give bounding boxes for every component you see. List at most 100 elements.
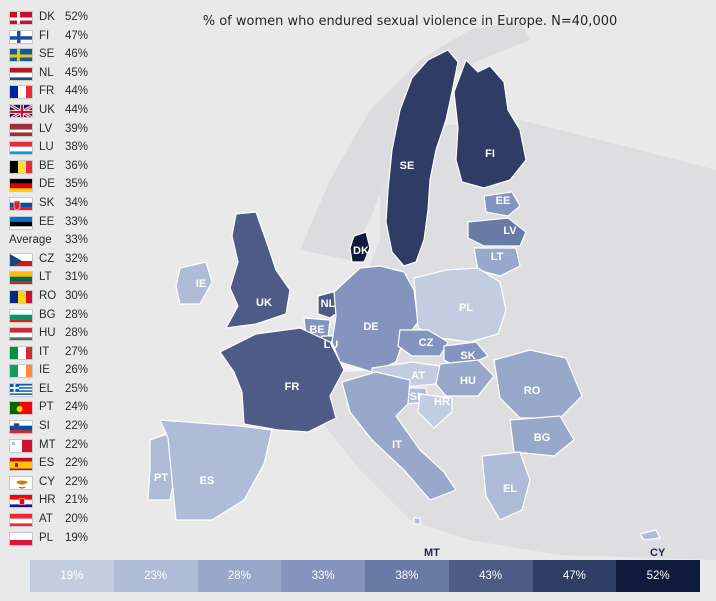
map-label-si: SI [410, 391, 420, 403]
country-percent: 26% [65, 364, 89, 377]
map-label-fi: FI [485, 148, 495, 160]
country-row: LU 38% [8, 138, 96, 157]
country-fi[interactable] [453, 59, 527, 189]
country-percent: 21% [65, 494, 89, 507]
country-hu[interactable] [435, 359, 495, 397]
legend-step: 43% [448, 560, 533, 592]
country-row: PT 24% [8, 398, 96, 417]
country-percent: 30% [65, 289, 89, 302]
map-label-lv: LV [503, 225, 517, 237]
country-ee[interactable] [483, 191, 521, 217]
country-cy[interactable] [639, 529, 661, 541]
ireland-flag-icon [9, 364, 33, 379]
country-code: PL [39, 531, 54, 544]
finland-flag-icon [9, 29, 33, 44]
country-percent: 39% [65, 122, 89, 135]
country-code: HU [39, 327, 56, 340]
country-row: MT 22% [8, 436, 96, 455]
country-row: NL 45% [8, 64, 96, 83]
map-label-uk: UK [256, 297, 272, 309]
slovenia-flag-icon [9, 420, 33, 435]
legend-step: 28% [197, 560, 282, 592]
uk-flag-icon [9, 103, 33, 118]
country-percent: 22% [65, 475, 89, 488]
country-ro[interactable] [493, 349, 583, 419]
country-row: AT 20% [8, 510, 96, 529]
country-se[interactable] [385, 49, 459, 267]
country-row: RO 30% [8, 287, 96, 306]
country-percent: 47% [65, 29, 89, 42]
country-percent: 24% [65, 401, 89, 414]
belgium-flag-icon [9, 159, 33, 174]
map-label-cz: CZ [419, 337, 434, 349]
country-row: SK 34% [8, 194, 96, 213]
country-code: LT [39, 271, 52, 284]
country-row: CZ 32% [8, 250, 96, 269]
map-title: % of women who endured sexual violence i… [202, 14, 618, 29]
estonia-flag-icon [9, 215, 33, 230]
italy-flag-icon [9, 345, 33, 360]
hungary-flag-icon [9, 327, 33, 342]
luxembourg-flag-icon [9, 141, 33, 156]
country-code: UK [39, 103, 55, 116]
country-code: SI [39, 420, 50, 433]
map-label-be: BE [309, 324, 324, 336]
map-label-hu: HU [460, 375, 476, 387]
malta-flag-icon [9, 438, 33, 453]
country-lv[interactable] [467, 217, 527, 247]
country-row: FR 44% [8, 82, 96, 101]
country-row: BE 36% [8, 157, 96, 176]
country-code: IT [39, 345, 50, 358]
color-scale-legend: 19% 23% 28% 33% 38% 43% 47% 52% [30, 560, 700, 592]
country-hr[interactable] [417, 393, 453, 429]
country-el[interactable] [481, 451, 531, 521]
country-uk[interactable] [225, 211, 291, 329]
country-percent: 52% [65, 11, 89, 23]
country-mt[interactable] [413, 517, 421, 525]
country-fr[interactable] [219, 327, 345, 433]
country-lt[interactable] [473, 247, 521, 277]
czechia-flag-icon [9, 252, 33, 267]
cyprus-flag-icon [9, 475, 33, 490]
country-bg[interactable] [509, 415, 575, 457]
map-label-it: IT [392, 439, 402, 451]
map-label-at: AT [411, 370, 425, 382]
map-label-lu: LU [324, 339, 339, 351]
country-code: FI [39, 29, 50, 42]
country-percent: 28% [65, 308, 89, 321]
france-flag-icon [9, 85, 33, 100]
country-code: MT [39, 438, 56, 451]
country-cz[interactable] [397, 329, 449, 357]
germany-flag-icon [9, 178, 33, 193]
country-percent: 32% [65, 252, 89, 265]
country-code: BG [39, 308, 56, 321]
country-code: FR [39, 85, 55, 98]
country-percent: 27% [65, 345, 89, 358]
map-label-ee: EE [496, 195, 511, 207]
country-dk[interactable] [349, 231, 371, 263]
country-ie[interactable] [175, 261, 213, 305]
poland-flag-icon [9, 531, 33, 546]
country-row: EE 33% [8, 213, 96, 232]
legend-tag-cy: CY [650, 547, 666, 559]
country-code: AT [39, 513, 53, 526]
country-code: LU [39, 141, 54, 154]
country-code: CY [39, 475, 55, 488]
country-percent: 31% [65, 271, 89, 284]
netherlands-flag-icon [9, 66, 33, 81]
country-percent: 44% [65, 85, 89, 98]
map-label-ro: RO [524, 385, 541, 397]
country-code: CZ [39, 252, 55, 265]
country-percent: 46% [65, 48, 89, 61]
country-row: DE 35% [8, 175, 96, 194]
country-row: ES 22% [8, 454, 96, 473]
country-it[interactable] [341, 371, 457, 501]
country-row: DK 52% [8, 8, 96, 27]
country-row: PL 19% [8, 529, 96, 548]
country-row: SE 46% [8, 45, 96, 64]
legend-tag-mt: MT [424, 547, 440, 559]
country-code: LV [39, 122, 53, 135]
portugal-flag-icon [9, 401, 33, 416]
country-es[interactable] [159, 419, 273, 521]
